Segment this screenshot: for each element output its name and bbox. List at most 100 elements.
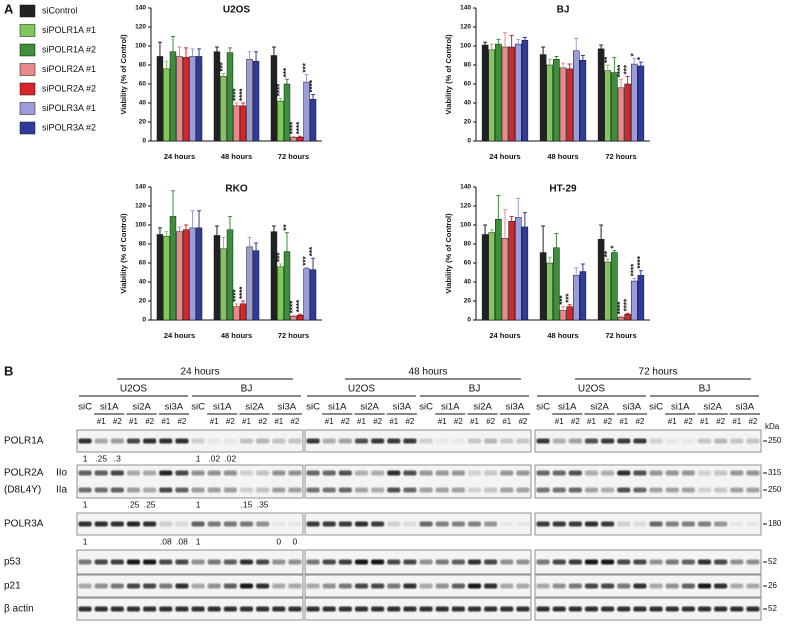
blot-band: [451, 521, 465, 527]
error-bar: [599, 224, 604, 240]
bar: [579, 60, 587, 142]
y-tick-label: 120: [460, 203, 471, 210]
blot-band: [516, 559, 530, 565]
bar: [213, 235, 221, 321]
blot-band: [601, 438, 615, 444]
blot-band: [451, 583, 465, 589]
bar: [539, 252, 547, 321]
blot-band: [110, 438, 124, 444]
blot-band: [568, 559, 582, 565]
blot-band: [649, 470, 663, 476]
blot-band: [387, 521, 401, 527]
bar: [233, 105, 240, 142]
error-bar: [567, 304, 572, 307]
blot-band: [617, 559, 631, 565]
error-bar: [625, 312, 630, 315]
bar: [296, 315, 304, 321]
blot-band: [239, 438, 254, 444]
blot-band: [403, 559, 417, 565]
blot-band: [601, 521, 615, 527]
blot-band: [126, 521, 141, 527]
bar: [290, 315, 297, 321]
quantification: 1: [196, 536, 201, 546]
error-bar: [541, 225, 546, 253]
cell-line-label: U2OS: [120, 384, 148, 395]
blot-band: [272, 438, 286, 444]
blot-band: [697, 487, 712, 493]
group-label: si3A: [165, 402, 184, 413]
blot-band: [681, 521, 695, 527]
error-bar: [311, 257, 315, 270]
blot-band: [568, 606, 582, 612]
blot-band: [552, 583, 566, 589]
sublane-label: #2: [258, 417, 267, 426]
y-tick-label: 100: [460, 222, 471, 229]
quantification: 1: [83, 499, 88, 509]
blot-band: [419, 521, 433, 527]
quantification: .25: [128, 499, 140, 509]
blot-band: [354, 470, 369, 476]
blot-band: [665, 559, 679, 565]
bar: [637, 275, 645, 321]
blot-band: [175, 559, 189, 565]
blot-band: [536, 438, 550, 444]
bar: [277, 266, 284, 321]
error-bar: [483, 41, 488, 46]
bar: [617, 316, 625, 321]
error-bar: [285, 78, 289, 84]
sublane-label: #1: [438, 417, 447, 426]
blot-band: [746, 470, 760, 476]
blot-strip: [76, 597, 304, 621]
error-bar: [272, 225, 276, 232]
chart-title: RKO: [225, 184, 247, 195]
blot-band: [78, 438, 92, 444]
y-tick-label: 80: [464, 241, 472, 248]
bar: [309, 269, 317, 321]
blot-band: [387, 470, 401, 476]
group-label: si2A: [590, 402, 609, 413]
group-label: si2A: [245, 402, 264, 413]
error-bar: [278, 97, 283, 102]
blot-band: [633, 487, 647, 493]
blot-band: [451, 559, 465, 565]
bar: [163, 68, 170, 142]
blot-band: [387, 606, 401, 612]
bar: [169, 51, 177, 142]
row-label: β actin: [4, 604, 34, 615]
blot-strip: [304, 574, 532, 598]
blot-band: [403, 583, 417, 589]
error-bar: [509, 215, 514, 222]
blot-band: [419, 583, 433, 589]
y-tick-label: 80: [139, 62, 147, 69]
y-tick-label: 140: [135, 5, 146, 12]
blot-band: [78, 470, 92, 476]
blot-band: [419, 559, 433, 565]
error-bar: [625, 75, 630, 84]
significance: ****: [232, 289, 241, 302]
bar: [624, 83, 631, 142]
blot-band: [272, 559, 286, 565]
bar: [488, 49, 496, 142]
legend-swatch: [19, 4, 36, 18]
sublane-label: #1: [389, 417, 398, 426]
blot-band: [617, 438, 631, 444]
error-bar: [561, 306, 565, 311]
sublane-label: #1: [210, 417, 219, 426]
blot-band: [435, 470, 449, 476]
legend-swatch: [19, 82, 36, 96]
blot-band: [159, 606, 173, 612]
error-bar: [503, 32, 507, 47]
blot-band: [484, 583, 498, 589]
sublane-label: #1: [555, 417, 564, 426]
bar: [630, 280, 638, 321]
blot-band: [110, 487, 124, 493]
y-tick-label: 20: [139, 298, 147, 305]
error-bar: [612, 56, 617, 73]
blot-band: [552, 487, 566, 493]
x-tick-label: 24 hours: [489, 152, 520, 161]
y-tick-label: 60: [464, 81, 472, 88]
blot-band: [500, 470, 514, 476]
blot-band: [633, 606, 647, 612]
bar: [220, 248, 227, 321]
blot-strip: [534, 597, 762, 621]
